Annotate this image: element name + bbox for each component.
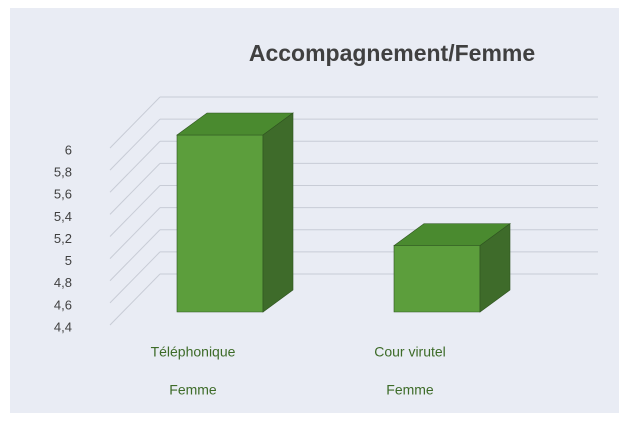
x-subcategory-label: Femme — [386, 382, 434, 398]
y-tick-label: 5,8 — [54, 165, 72, 180]
y-tick-label: 4,4 — [54, 319, 72, 334]
grid-line — [109, 140, 161, 193]
grid-line — [109, 207, 161, 259]
y-tick-label: 4,8 — [54, 275, 72, 290]
grid-line — [109, 273, 161, 326]
y-tick-label: 4,6 — [54, 297, 72, 312]
bar — [176, 112, 294, 313]
bar — [393, 223, 511, 313]
grid-line — [109, 96, 161, 149]
x-tick-label: Cour virutel — [374, 344, 446, 360]
bar-front — [393, 245, 481, 313]
bar-front — [176, 134, 264, 313]
chart-title: Accompagnement/Femme — [249, 40, 535, 66]
x-subcategory-label: Femme — [169, 382, 217, 398]
x-tick-label: Téléphonique — [151, 344, 236, 360]
y-tick-label: 5 — [65, 253, 72, 268]
y-tick-label: 6 — [65, 142, 72, 157]
grid-line — [109, 251, 161, 304]
grid-line — [109, 163, 161, 215]
chart-background — [10, 8, 619, 413]
y-tick-label: 5,2 — [54, 231, 72, 246]
grid-line — [109, 229, 161, 282]
y-tick-label: 5,6 — [54, 187, 72, 202]
bar-side — [262, 112, 294, 313]
grid-line — [109, 185, 161, 237]
grid-line — [109, 118, 161, 171]
y-tick-label: 5,4 — [54, 209, 72, 224]
bar-side — [479, 223, 511, 313]
